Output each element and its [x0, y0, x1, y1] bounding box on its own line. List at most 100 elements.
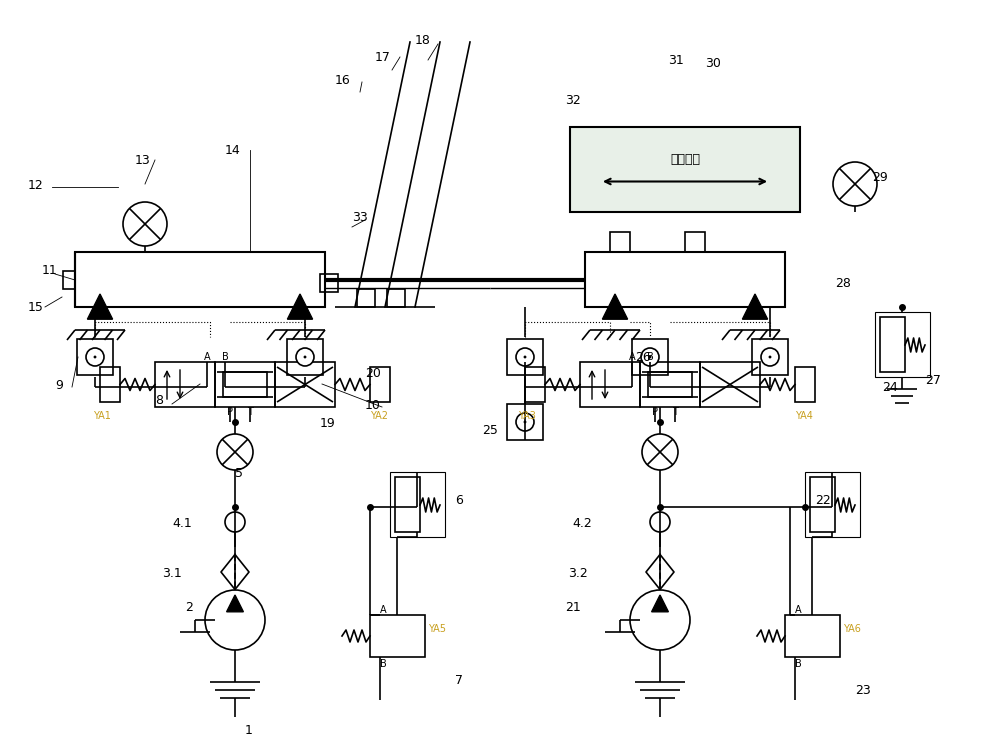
Text: 30: 30	[705, 57, 721, 70]
Bar	[63, 271, 75, 289]
Text: YA4: YA4	[795, 411, 813, 421]
Text: 29: 29	[872, 171, 888, 184]
Circle shape	[833, 162, 877, 206]
Bar	[880, 317, 905, 372]
Text: 24: 24	[882, 381, 898, 394]
Text: 17: 17	[375, 51, 391, 64]
Text: T: T	[672, 407, 678, 417]
Polygon shape	[652, 595, 668, 612]
Text: P: P	[227, 407, 233, 417]
Bar	[632, 339, 668, 375]
Bar	[875, 312, 930, 377]
Text: 15: 15	[28, 301, 44, 314]
Polygon shape	[227, 595, 243, 612]
Text: 3.1: 3.1	[162, 567, 182, 580]
Text: 18: 18	[415, 34, 431, 47]
Bar	[525, 367, 545, 402]
Text: 25: 25	[482, 424, 498, 437]
Text: 5: 5	[235, 467, 243, 480]
Bar	[610, 232, 630, 252]
Text: A: A	[204, 352, 210, 362]
Bar	[640, 362, 700, 407]
Bar	[507, 339, 543, 375]
Circle shape	[94, 355, 96, 358]
Circle shape	[516, 348, 534, 366]
Circle shape	[516, 413, 534, 431]
Text: YA6: YA6	[843, 624, 861, 634]
Text: 2: 2	[185, 601, 193, 614]
Text: 32: 32	[565, 94, 581, 107]
Text: YA2: YA2	[370, 411, 388, 421]
Text: 6: 6	[455, 494, 463, 507]
Text: 振动方向: 振动方向	[670, 153, 700, 166]
Circle shape	[649, 355, 651, 358]
Circle shape	[642, 434, 678, 470]
Bar	[795, 367, 815, 402]
Circle shape	[123, 202, 167, 246]
Text: 14: 14	[225, 144, 241, 157]
Bar	[685, 232, 705, 252]
Bar	[287, 339, 323, 375]
Bar	[75, 252, 325, 307]
Bar	[215, 362, 275, 407]
Bar	[395, 477, 420, 532]
Text: 13: 13	[135, 154, 151, 167]
Circle shape	[217, 434, 253, 470]
Text: 22: 22	[815, 494, 831, 507]
Bar	[648, 372, 692, 397]
Text: A: A	[629, 352, 635, 362]
Text: 9: 9	[55, 379, 63, 392]
Bar	[320, 274, 338, 292]
Bar	[805, 472, 860, 537]
Circle shape	[225, 512, 245, 532]
Text: 21: 21	[565, 601, 581, 614]
Bar	[100, 367, 120, 402]
Bar	[275, 362, 335, 407]
Bar	[785, 615, 840, 657]
Circle shape	[630, 590, 690, 650]
Bar	[370, 615, 425, 657]
Text: B: B	[380, 659, 387, 669]
Text: 16: 16	[335, 74, 351, 87]
Text: 12: 12	[28, 179, 44, 192]
Text: 1: 1	[245, 724, 253, 737]
Text: 26: 26	[635, 351, 651, 364]
Text: YA1: YA1	[93, 411, 111, 421]
Bar	[810, 477, 835, 532]
Text: A: A	[795, 605, 802, 615]
Polygon shape	[742, 294, 768, 319]
Bar	[570, 127, 800, 212]
Circle shape	[296, 348, 314, 366]
Bar	[752, 339, 788, 375]
Bar	[580, 362, 640, 407]
Text: B: B	[647, 352, 653, 362]
Polygon shape	[602, 294, 628, 319]
Bar	[387, 289, 405, 307]
Text: 19: 19	[320, 417, 336, 430]
Text: P: P	[652, 407, 658, 417]
Text: 4.2: 4.2	[572, 517, 592, 530]
Text: 20: 20	[365, 367, 381, 380]
Circle shape	[86, 348, 104, 366]
Circle shape	[761, 348, 779, 366]
Bar	[585, 252, 785, 307]
Circle shape	[650, 512, 670, 532]
Text: 11: 11	[42, 264, 58, 277]
Circle shape	[769, 355, 771, 358]
Text: 23: 23	[855, 684, 871, 697]
Text: 10: 10	[365, 399, 381, 412]
Bar	[507, 404, 543, 440]
Text: 31: 31	[668, 54, 684, 67]
Circle shape	[304, 355, 306, 358]
Circle shape	[524, 355, 526, 358]
Bar	[77, 339, 113, 375]
Text: 27: 27	[925, 374, 941, 387]
Bar	[370, 367, 390, 402]
Bar	[357, 289, 375, 307]
Circle shape	[524, 421, 526, 424]
Bar	[700, 362, 760, 407]
Text: 8: 8	[155, 394, 163, 407]
Text: T: T	[247, 407, 253, 417]
Text: B: B	[795, 659, 802, 669]
Text: A: A	[380, 605, 387, 615]
